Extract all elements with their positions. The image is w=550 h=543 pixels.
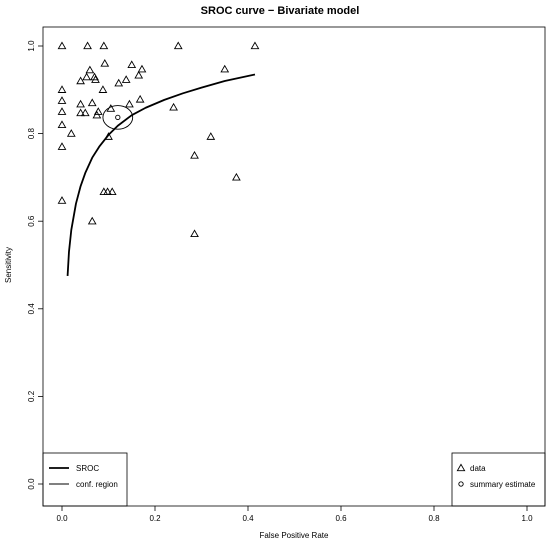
- legend-left: SROC conf. region: [42, 452, 128, 507]
- data-point: [91, 75, 100, 83]
- data-point: [127, 60, 137, 68]
- data-point: [93, 107, 103, 115]
- data-point: [135, 94, 145, 103]
- data-point: [87, 98, 97, 107]
- legend-label-summary-estimate: summary estimate: [470, 480, 536, 489]
- x-tick-label: 0.8: [428, 514, 440, 523]
- data-point: [206, 132, 216, 140]
- data-point: [98, 85, 108, 93]
- data-point: [57, 96, 67, 104]
- y-tick-label: 0.4: [27, 303, 36, 315]
- data-points-layer: [57, 41, 260, 238]
- x-tick-label: 0.2: [149, 514, 161, 523]
- data-point: [57, 142, 67, 150]
- data-point: [76, 108, 85, 117]
- y-tick-label: 1.0: [27, 40, 36, 52]
- data-point: [99, 187, 109, 196]
- data-point: [82, 72, 92, 81]
- data-point: [250, 41, 260, 50]
- data-point: [83, 41, 92, 50]
- x-tick-label: 0.0: [56, 514, 68, 523]
- data-point: [125, 99, 134, 108]
- data-point: [80, 108, 90, 117]
- data-point: [85, 65, 95, 74]
- sroc-curve-layer: [66, 73, 256, 277]
- data-point: [137, 64, 147, 73]
- y-axis: 0.0 0.2 0.4 0.6 0.8 1.0: [27, 40, 43, 490]
- legend-swatch-data: [456, 463, 466, 472]
- plot-frame: [42, 26, 546, 507]
- y-tick-label: 0.2: [27, 390, 36, 402]
- data-point: [173, 41, 183, 50]
- confidence-region-ellipse: [102, 105, 134, 130]
- data-point: [76, 99, 85, 108]
- data-point: [106, 104, 116, 112]
- data-point: [220, 64, 230, 73]
- summary-estimate-point: [115, 114, 121, 121]
- summary-estimate-layer: [115, 114, 121, 121]
- x-axis-title: False Positive Rate: [260, 531, 329, 540]
- data-point: [103, 187, 112, 196]
- legend-right: data summary estimate: [451, 452, 546, 507]
- data-point: [231, 172, 241, 181]
- data-point: [76, 76, 85, 85]
- data-point: [100, 59, 110, 67]
- legend-right-box: [451, 452, 546, 507]
- legend-label-conf-region: conf. region: [76, 480, 118, 489]
- data-point: [57, 85, 67, 93]
- data-point: [90, 72, 99, 81]
- data-point: [99, 41, 109, 50]
- legend-label-sroc: SROC: [76, 464, 99, 473]
- data-point: [107, 187, 117, 196]
- x-axis: 0.0 0.2 0.4 0.6 0.8 1.0: [56, 506, 533, 523]
- legend-left-box: [42, 452, 128, 507]
- data-point: [114, 78, 124, 87]
- data-point: [57, 107, 67, 115]
- confidence-region-layer: [102, 105, 134, 130]
- x-tick-label: 0.4: [242, 514, 254, 523]
- data-point: [134, 70, 144, 79]
- x-tick-label: 1.0: [521, 514, 533, 523]
- data-point: [121, 75, 131, 83]
- data-point: [57, 120, 67, 128]
- y-axis-title: Sensitivity: [4, 247, 13, 283]
- sroc-line: [66, 73, 256, 277]
- data-point: [66, 129, 76, 137]
- y-tick-label: 0.8: [27, 127, 36, 139]
- legend-swatch-summary-estimate: [458, 481, 464, 487]
- data-point: [87, 216, 97, 225]
- data-point: [57, 41, 67, 50]
- y-tick-label: 0.0: [27, 478, 36, 490]
- data-point: [57, 196, 67, 204]
- legend-label-data: data: [470, 464, 486, 473]
- x-tick-label: 0.6: [335, 514, 347, 523]
- y-tick-label: 0.6: [27, 215, 36, 227]
- data-point: [190, 229, 199, 238]
- data-point: [190, 150, 199, 159]
- data-point: [169, 102, 178, 111]
- chart-title: SROC curve − Bivariate model: [201, 5, 360, 17]
- data-point: [104, 132, 113, 140]
